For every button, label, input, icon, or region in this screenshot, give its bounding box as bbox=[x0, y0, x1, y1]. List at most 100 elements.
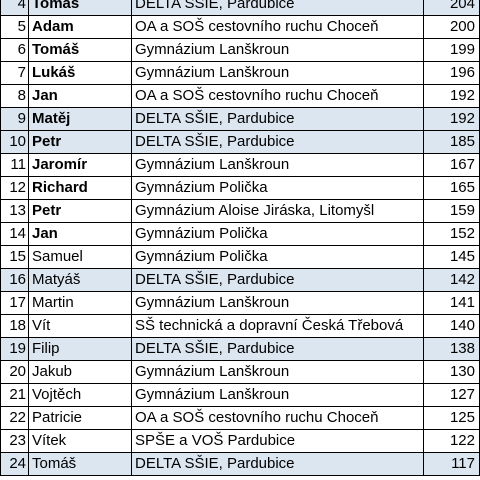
score-cell: 199 bbox=[423, 38, 480, 62]
school-cell: OA a SOŠ cestovního ruchu Choceň bbox=[131, 406, 424, 430]
score-cell: 130 bbox=[423, 360, 480, 384]
school-cell: DELTA SŠIE, Pardubice bbox=[131, 107, 424, 131]
table-row: 16 Matyáš DELTA SŠIE, Pardubice 142 bbox=[0, 268, 480, 292]
school-cell: DELTA SŠIE, Pardubice bbox=[131, 0, 424, 16]
rank-cell: 22 bbox=[0, 406, 29, 430]
rank-cell: 6 bbox=[0, 38, 29, 62]
name-cell: Matěj bbox=[28, 107, 132, 131]
rank-cell: 21 bbox=[0, 383, 29, 407]
school-cell: Gymnázium Polička bbox=[131, 176, 424, 200]
score-cell: 127 bbox=[423, 383, 480, 407]
rank-cell: 4 bbox=[0, 0, 29, 16]
table-row: 13 Petr Gymnázium Aloise Jiráska, Litomyšl… bbox=[0, 199, 480, 223]
rank-cell: 24 bbox=[0, 452, 29, 476]
name-cell: Vít bbox=[28, 314, 132, 338]
school-cell: SŠ technická a dopravní Česká Třebová bbox=[131, 314, 424, 338]
rank-cell: 13 bbox=[0, 199, 29, 223]
rank-cell: 23 bbox=[0, 429, 29, 453]
school-cell: DELTA SŠIE, Pardubice bbox=[131, 268, 424, 292]
table-row: 7 Lukáš Gymnázium Lanškroun 196 bbox=[0, 61, 480, 85]
school-cell: OA a SOŠ cestovního ruchu Choceň bbox=[131, 84, 424, 108]
table-row: 8 Jan OA a SOŠ cestovního ruchu Choceň 192 bbox=[0, 84, 480, 108]
name-cell: Petr bbox=[28, 130, 132, 154]
rank-cell: 16 bbox=[0, 268, 29, 292]
table-row: 24 Tomáš DELTA SŠIE, Pardubice 117 bbox=[0, 452, 480, 476]
table-row: 21 Vojtěch Gymnázium Lanškroun 127 bbox=[0, 383, 480, 407]
score-cell: 142 bbox=[423, 268, 480, 292]
score-cell: 140 bbox=[423, 314, 480, 338]
score-cell: 117 bbox=[423, 452, 480, 476]
name-cell: Jaromír bbox=[28, 153, 132, 177]
school-cell: Gymnázium Lanškroun bbox=[131, 61, 424, 85]
score-cell: 159 bbox=[423, 199, 480, 223]
name-cell: Richard bbox=[28, 176, 132, 200]
rank-cell: 12 bbox=[0, 176, 29, 200]
score-cell: 192 bbox=[423, 107, 480, 131]
table-row: 11 Jaromír Gymnázium Lanškroun 167 bbox=[0, 153, 480, 177]
name-cell: Martin bbox=[28, 291, 132, 315]
score-cell: 152 bbox=[423, 222, 480, 246]
school-cell: Gymnázium Aloise Jiráska, Litomyšl bbox=[131, 199, 424, 223]
name-cell: Matyáš bbox=[28, 268, 132, 292]
table-row: 5 Adam OA a SOŠ cestovního ruchu Choceň 200 bbox=[0, 15, 480, 39]
name-cell: Vítek bbox=[28, 429, 132, 453]
table-row: 20 Jakub Gymnázium Lanškroun 130 bbox=[0, 360, 480, 384]
table-row: 6 Tomáš Gymnázium Lanškroun 199 bbox=[0, 38, 480, 62]
name-cell: Patricie bbox=[28, 406, 132, 430]
score-cell: 145 bbox=[423, 245, 480, 269]
rank-cell: 19 bbox=[0, 337, 29, 361]
name-cell: Adam bbox=[28, 15, 132, 39]
rank-cell: 18 bbox=[0, 314, 29, 338]
table-row: 19 Filip DELTA SŠIE, Pardubice 138 bbox=[0, 337, 480, 361]
school-cell: Gymnázium Lanškroun bbox=[131, 383, 424, 407]
school-cell: DELTA SŠIE, Pardubice bbox=[131, 337, 424, 361]
rank-cell: 8 bbox=[0, 84, 29, 108]
school-cell: Gymnázium Lanškroun bbox=[131, 153, 424, 177]
score-cell: 204 bbox=[423, 0, 480, 16]
table-row: 15 Samuel Gymnázium Polička 145 bbox=[0, 245, 480, 269]
rank-cell: 10 bbox=[0, 130, 29, 154]
name-cell: Lukáš bbox=[28, 61, 132, 85]
rank-cell: 15 bbox=[0, 245, 29, 269]
school-cell: Gymnázium Lanškroun bbox=[131, 38, 424, 62]
name-cell: Tomáš bbox=[28, 0, 132, 16]
rank-cell: 7 bbox=[0, 61, 29, 85]
school-cell: Gymnázium Lanškroun bbox=[131, 360, 424, 384]
school-cell: Gymnázium Lanškroun bbox=[131, 291, 424, 315]
rank-cell: 5 bbox=[0, 15, 29, 39]
name-cell: Tomáš bbox=[28, 452, 132, 476]
name-cell: Filip bbox=[28, 337, 132, 361]
name-cell: Jan bbox=[28, 84, 132, 108]
score-cell: 185 bbox=[423, 130, 480, 154]
score-cell: 165 bbox=[423, 176, 480, 200]
score-cell: 192 bbox=[423, 84, 480, 108]
name-cell: Vojtěch bbox=[28, 383, 132, 407]
table-row: 18 Vít SŠ technická a dopravní Česká Třebo… bbox=[0, 314, 480, 338]
score-cell: 141 bbox=[423, 291, 480, 315]
name-cell: Jakub bbox=[28, 360, 132, 384]
rank-cell: 17 bbox=[0, 291, 29, 315]
school-cell: Gymnázium Polička bbox=[131, 222, 424, 246]
table-row: 12 Richard Gymnázium Polička 165 bbox=[0, 176, 480, 200]
table-row: 9 Matěj DELTA SŠIE, Pardubice 192 bbox=[0, 107, 480, 131]
school-cell: OA a SOŠ cestovního ruchu Choceň bbox=[131, 15, 424, 39]
score-cell: 122 bbox=[423, 429, 480, 453]
table-row: 23 Vítek SPŠE a VOŠ Pardubice 122 bbox=[0, 429, 480, 453]
rank-cell: 11 bbox=[0, 153, 29, 177]
score-cell: 200 bbox=[423, 15, 480, 39]
school-cell: DELTA SŠIE, Pardubice bbox=[131, 452, 424, 476]
rank-cell: 20 bbox=[0, 360, 29, 384]
table-row: 22 Patricie OA a SOŠ cestovního ruchu Choc… bbox=[0, 406, 480, 430]
name-cell: Tomáš bbox=[28, 38, 132, 62]
table-row: 4 Tomáš DELTA SŠIE, Pardubice 204 bbox=[0, 0, 480, 16]
table-row: 10 Petr DELTA SŠIE, Pardubice 185 bbox=[0, 130, 480, 154]
rank-cell: 9 bbox=[0, 107, 29, 131]
school-cell: Gymnázium Polička bbox=[131, 245, 424, 269]
score-cell: 196 bbox=[423, 61, 480, 85]
school-cell: SPŠE a VOŠ Pardubice bbox=[131, 429, 424, 453]
table-row: 17 Martin Gymnázium Lanškroun 141 bbox=[0, 291, 480, 315]
school-cell: DELTA SŠIE, Pardubice bbox=[131, 130, 424, 154]
